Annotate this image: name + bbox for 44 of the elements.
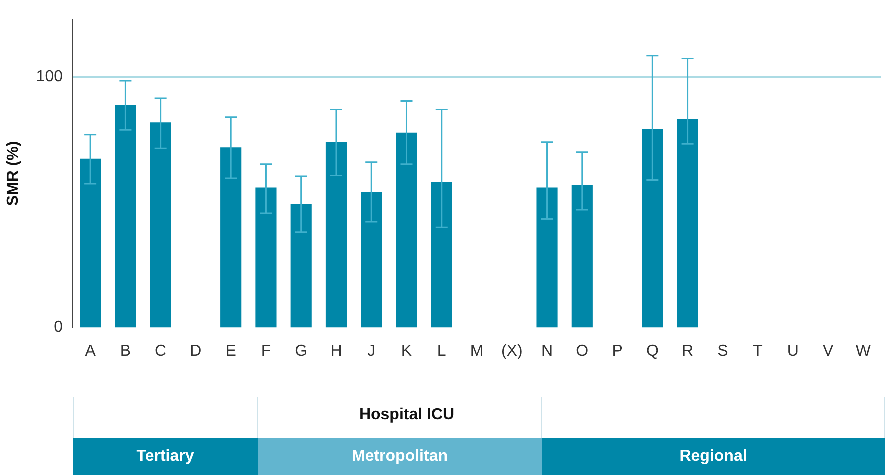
x-tick-label: P (612, 342, 623, 360)
bar (361, 192, 382, 328)
x-tick-label: V (822, 342, 834, 360)
group-header: Tertiary (73, 438, 258, 475)
group-header: Regional (542, 438, 885, 475)
x-tick-label: K (401, 342, 412, 360)
bar (396, 132, 418, 328)
bar (256, 188, 277, 328)
bar (115, 105, 136, 328)
x-tick-label: L (437, 342, 446, 360)
group-header: Metropolitan (258, 438, 542, 475)
x-tick-label: N (541, 342, 554, 360)
x-tick-label: R (682, 342, 694, 360)
x-tick-label: Q (646, 342, 659, 360)
x-tick-label: A (85, 342, 96, 360)
x-tick-label: G (295, 342, 308, 360)
bar (326, 142, 348, 328)
x-tick-label: E (226, 342, 236, 360)
x-tick-label: J (368, 342, 376, 360)
bar (150, 122, 172, 328)
bar (80, 158, 102, 328)
x-tick-label: H (330, 342, 342, 360)
x-tick-label: (X) (501, 342, 523, 360)
bar (677, 119, 698, 328)
y-axis-title: SMR (%) (5, 141, 22, 206)
bar (642, 129, 664, 328)
x-tick-label: B (120, 342, 132, 360)
x-axis-title: Hospital ICU (359, 406, 455, 424)
x-tick-label: U (787, 342, 799, 360)
bar (431, 182, 452, 328)
x-tick-label: T (753, 342, 764, 360)
bar (220, 148, 242, 328)
x-tick-label: S (718, 342, 728, 360)
x-tick-label: D (190, 342, 202, 360)
x-tick-label: W (856, 342, 872, 360)
y-tick-label: 0 (54, 319, 64, 336)
y-tick-label: 100 (36, 68, 64, 86)
x-tick-label: M (470, 342, 484, 360)
x-tick-label: F (261, 342, 272, 360)
bar (572, 184, 593, 328)
bar (290, 204, 312, 328)
x-tick-label: C (155, 342, 167, 360)
bar (536, 188, 558, 328)
x-tick-label: O (576, 342, 589, 360)
